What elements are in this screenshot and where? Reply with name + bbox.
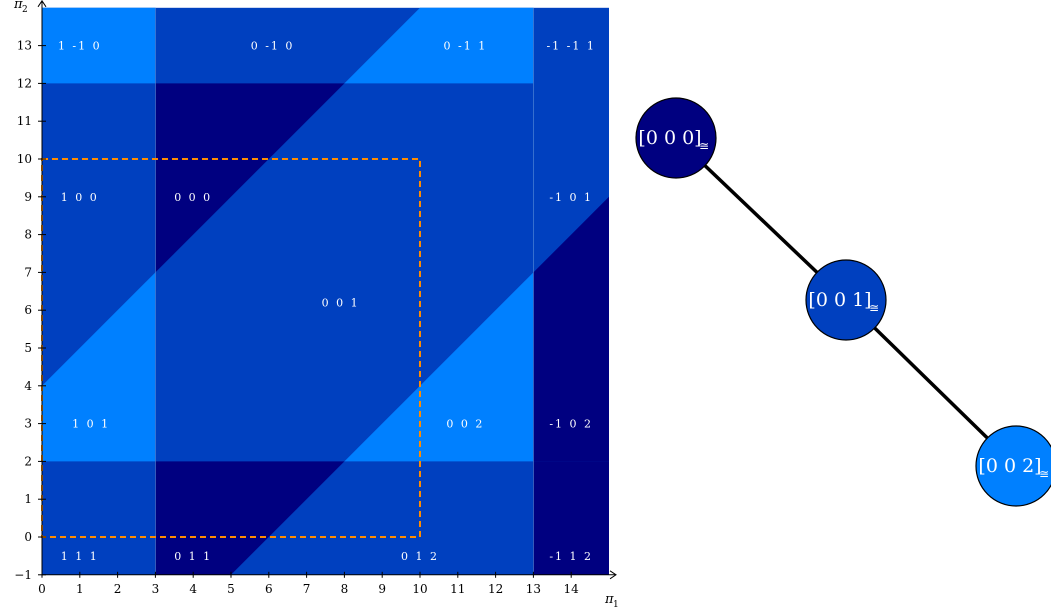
graph-node-circle: [635, 97, 717, 179]
region-label: -1 1 2: [549, 550, 593, 563]
region-label: 1 -1 0: [58, 40, 102, 53]
x-tick-label: 2: [114, 582, 122, 596]
graph-node-circle: [805, 259, 887, 341]
region-plot: 1 -1 0 0 -1 0 0 -1 1 -1 -1 1 1 0 0 0 0 0 -1 0 …: [13, 0, 619, 607]
region-0-11: [344, 7, 534, 84]
x-tick-label: 14: [564, 582, 580, 596]
region-label: 0 1 2: [401, 550, 439, 563]
y-tick-label: 6: [24, 303, 32, 317]
x-tick-label: 0: [38, 582, 46, 596]
region-label: 1 0 0: [61, 191, 99, 204]
region-label: 0 -1 0: [251, 40, 295, 53]
region-label: -1 0 1: [549, 191, 593, 204]
x-tick-label: 11: [450, 582, 465, 596]
plot-axes: 0 1 2 3 4 5 6 7 8 9 10 11 12 13 14−1012345678910111213…: [13, 0, 619, 607]
y-tick-label: 0: [24, 530, 32, 544]
x-axis-label: π: [604, 592, 614, 607]
x-tick-label: 9: [378, 582, 386, 596]
graph-node: [0 0 0]≅: [635, 97, 717, 179]
region-label: 0 -1 1: [444, 40, 488, 53]
graph-node-subscript: ≅: [699, 139, 709, 153]
graph-node-subscript: ≅: [869, 301, 879, 315]
plot-regions: [42, 7, 609, 575]
x-tick-label: 5: [227, 582, 235, 596]
region-label: -1 0 2: [549, 418, 593, 431]
x-tick-label: 13: [526, 582, 541, 596]
equivalence-graph: [0 0 0]≅[0 0 1]≅[0 0 2]≅: [635, 97, 1051, 507]
region-000: [155, 83, 345, 273]
plot-gridlines: [155, 7, 534, 575]
y-tick-label: 4: [24, 379, 32, 393]
region-label: 0 1 1: [174, 550, 212, 563]
region-101: [42, 272, 156, 462]
graph-nodes: [0 0 0]≅[0 0 1]≅[0 0 2]≅: [635, 97, 1051, 507]
graph-node-label: [0 0 2]: [978, 455, 1041, 477]
y-tick-label: 11: [17, 114, 32, 128]
y-tick-label: −1: [14, 568, 32, 582]
region-label: 0 0 2: [446, 418, 484, 431]
y-tick-label: 7: [24, 265, 32, 279]
y-axis-label: π: [13, 0, 23, 12]
x-tick-label: 12: [488, 582, 503, 596]
x-tick-label: 3: [152, 582, 160, 596]
region-112: [533, 461, 609, 575]
graph-node-subscript: ≅: [1039, 467, 1049, 481]
graph-node: [0 0 1]≅: [805, 259, 887, 341]
x-tick-label: 6: [265, 582, 273, 596]
x-axis-arrow: [609, 570, 617, 580]
region-labels: 1 -1 0 0 -1 0 0 -1 1 -1 -1 1 1 0 0 0 0 0 -1 0 …: [58, 40, 595, 563]
y-tick-label: 13: [17, 39, 32, 53]
graph-node-label: [0 0 0]: [638, 127, 701, 149]
x-tick-label: 1: [76, 582, 84, 596]
y-tick-label: 12: [17, 76, 32, 90]
y-tick-label: 3: [24, 417, 32, 431]
region-102: [533, 196, 609, 462]
region-label: 1 1 1: [61, 550, 99, 563]
y-tick-label: 1: [24, 492, 32, 506]
y-tick-label: 2: [24, 454, 32, 468]
x-tick-label: 8: [341, 582, 349, 596]
region-1-10: [42, 7, 156, 84]
y-tick-label: 9: [24, 190, 32, 204]
graph-node: [0 0 2]≅: [975, 425, 1051, 507]
region-011: [155, 461, 345, 575]
region-label: 0 0 1: [322, 297, 360, 310]
region-label: 0 0 0: [174, 191, 212, 204]
region-002: [344, 272, 534, 462]
x-tick-label: 7: [303, 582, 311, 596]
region-label: -1 -1 1: [546, 40, 595, 53]
x-axis-label-sub: 1: [613, 600, 619, 607]
region-label: 1 0 1: [72, 418, 110, 431]
y-axis-label-sub: 2: [22, 5, 28, 15]
graph-node-circle: [975, 425, 1051, 507]
y-tick-label: 10: [17, 152, 32, 166]
y-tick-label: 8: [24, 228, 32, 242]
y-tick-label: 5: [24, 341, 32, 355]
x-tick-label: 10: [412, 582, 427, 596]
y-axis-arrow: [37, 0, 47, 8]
graph-node-label: [0 0 1]: [808, 289, 871, 311]
x-tick-label: 4: [189, 582, 197, 596]
